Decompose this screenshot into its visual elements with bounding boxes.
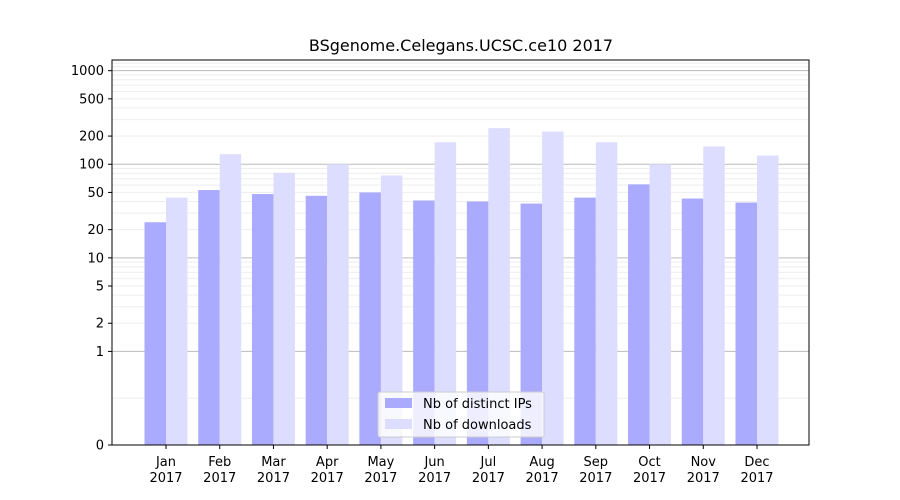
y-tick-label: 50	[87, 186, 104, 201]
plot-frame	[111, 59, 810, 446]
bar-downloads	[327, 164, 349, 445]
bar-downloads	[542, 131, 564, 446]
legend-swatch-downloads	[385, 419, 412, 429]
x-tick-label: Apr 2017	[311, 455, 344, 486]
bars-group	[144, 128, 779, 446]
legend: Nb of distinct IPs Nb of downloads	[377, 391, 545, 438]
y-tick-label: 2	[96, 317, 104, 332]
x-tick-label: Jul 2017	[472, 455, 505, 486]
x-tick-label: Feb 2017	[203, 455, 236, 486]
bar-distinct-ips	[574, 197, 596, 445]
bar-distinct-ips	[735, 202, 757, 445]
bar-distinct-ips	[628, 184, 650, 445]
x-tick-label: Jun 2017	[418, 455, 451, 486]
bar-downloads	[273, 172, 295, 445]
x-tick-label: Nov 2017	[687, 455, 720, 486]
bar-distinct-ips	[305, 195, 328, 445]
chart-title: BSgenome.Celegans.UCSC.ce10 2017	[309, 36, 613, 55]
y-tick-label: 500	[79, 92, 104, 107]
x-tick-label: Oct 2017	[633, 455, 666, 486]
legend-box	[377, 391, 545, 438]
bar-distinct-ips	[681, 198, 704, 445]
legend-swatch-distinct-ips	[385, 398, 412, 408]
x-tick-label: Aug 2017	[526, 455, 559, 486]
y-tick-label: 200	[79, 130, 104, 145]
bar-downloads	[703, 146, 725, 446]
x-tick-label: Mar 2017	[257, 455, 290, 486]
x-tick-label: Dec 2017	[740, 455, 773, 486]
x-tick-label: May 2017	[364, 455, 397, 486]
bar-downloads	[166, 197, 188, 445]
bar-distinct-ips	[520, 203, 543, 445]
y-tick-label: 1000	[71, 64, 104, 79]
y-tick-label: 10	[87, 251, 104, 266]
bar-distinct-ips	[198, 190, 220, 445]
legend-label-downloads: Nb of downloads	[423, 418, 532, 433]
bar-downloads	[219, 154, 242, 446]
legend-label-distinct-ips: Nb of distinct IPs	[423, 397, 532, 412]
x-tick-label: Sep 2017	[579, 455, 612, 486]
bar-distinct-ips	[359, 192, 381, 445]
y-axis: 0 1 2 5 10 20 50 100 200 500 1000	[71, 64, 112, 454]
bar-downloads	[649, 164, 672, 445]
y-tick-label: 1	[96, 345, 104, 360]
bar-downloads	[380, 175, 403, 445]
y-tick-label: 5	[96, 280, 104, 295]
bar-downloads	[434, 142, 457, 445]
bar-distinct-ips	[413, 200, 435, 445]
bar-downloads	[488, 128, 510, 445]
x-tick-label: Jan 2017	[149, 455, 182, 486]
y-tick-label: 100	[79, 158, 104, 173]
y-tick-label: 20	[87, 223, 104, 238]
bar-distinct-ips	[466, 201, 489, 445]
bar-distinct-ips	[144, 222, 166, 445]
x-axis: Jan 2017 Feb 2017 Mar 2017 Apr 2017 May 2017 Jun 20…	[149, 445, 774, 486]
bar-distinct-ips	[251, 194, 274, 445]
bar-downloads	[595, 142, 618, 445]
y-tick-label: 0	[96, 439, 104, 454]
bar-downloads	[757, 155, 779, 445]
